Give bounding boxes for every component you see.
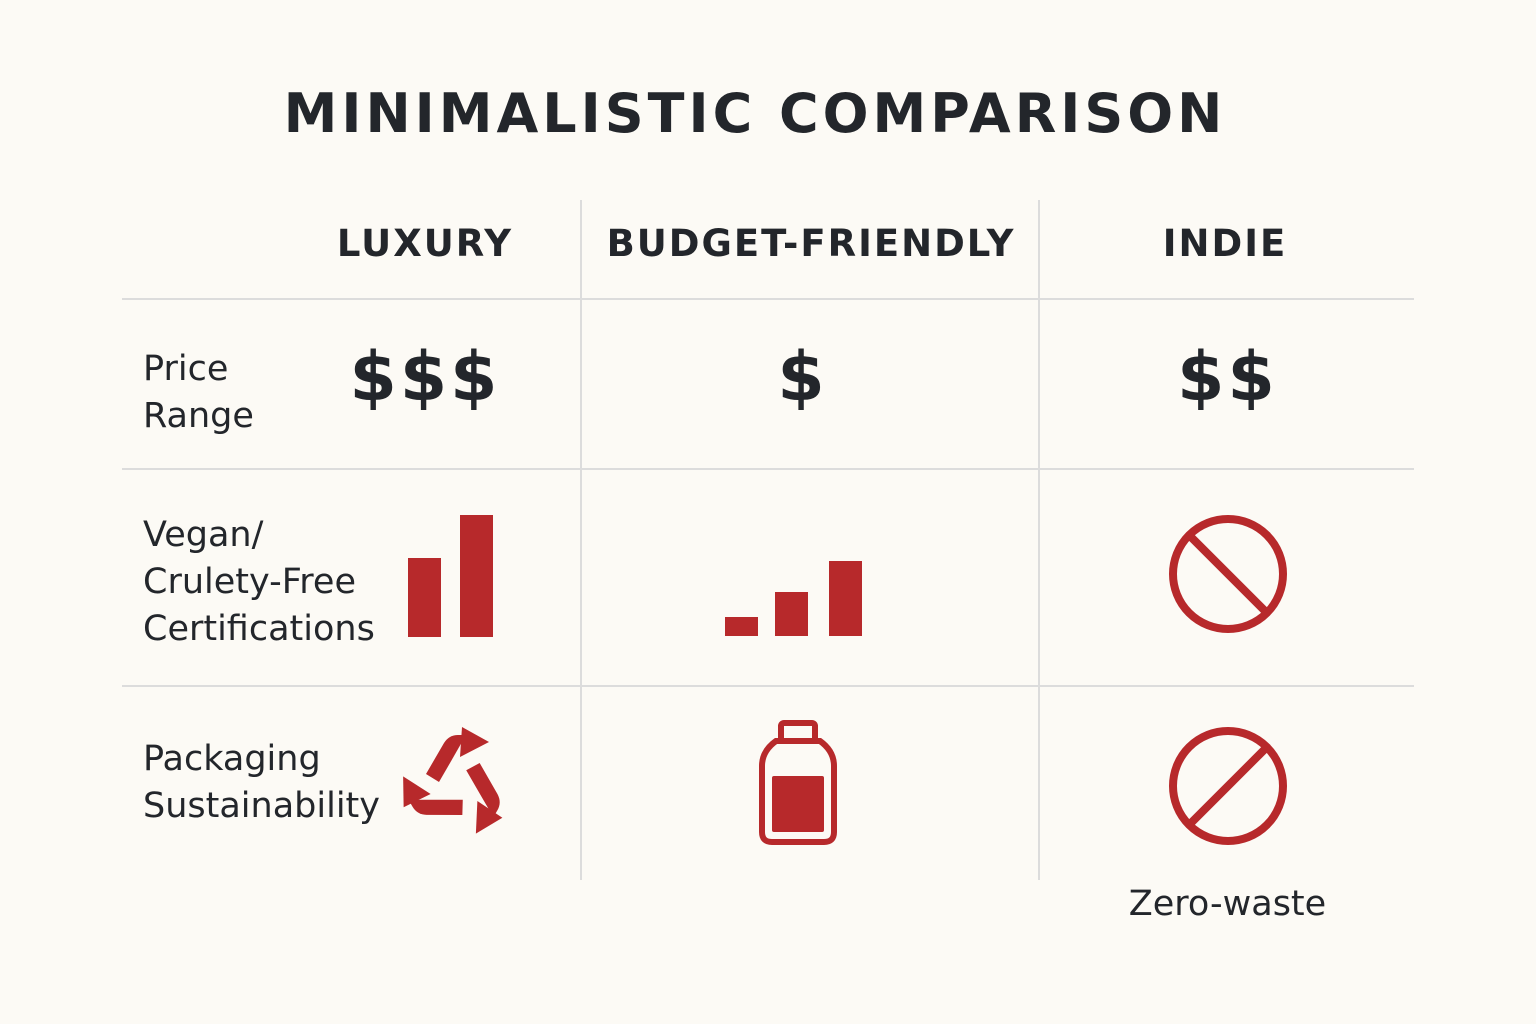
column-divider-2 <box>1038 200 1040 880</box>
row-label-price-range: Price Range <box>143 349 254 436</box>
column-header-budget-friendly: BUDGET-FRIENDLY <box>606 222 1016 265</box>
price-indie: $$ <box>1177 338 1278 417</box>
row-divider-2 <box>122 468 1414 470</box>
prohibited-icon <box>1169 727 1287 845</box>
column-header-luxury: LUXURY <box>336 222 514 265</box>
prohibited-icon <box>1169 515 1287 633</box>
row-divider-1 <box>122 298 1414 300</box>
row-divider-3 <box>122 685 1414 687</box>
bar-low <box>725 617 758 636</box>
recycle-icon <box>403 727 503 834</box>
bar-chart-icon <box>408 515 493 637</box>
bar-high <box>829 561 862 636</box>
bar-chart-icon <box>725 561 862 636</box>
column-divider-1 <box>580 200 582 880</box>
bottle-icon <box>759 720 837 845</box>
bar-mid <box>775 592 808 636</box>
page-title: MINIMALISTIC COMPARISON <box>283 82 1227 145</box>
row-label-certifications: Vegan/ Crulety-Free Certifications <box>143 515 375 649</box>
bar-short <box>408 558 441 637</box>
row-label-packaging: Packaging Sustainability <box>143 739 380 826</box>
price-luxury: $$$ <box>349 338 501 417</box>
column-header-indie: INDIE <box>1162 222 1288 265</box>
bar-tall <box>460 515 493 637</box>
price-budget-friendly: $ <box>777 338 828 417</box>
zero-waste-label: Zero-waste <box>1128 884 1327 924</box>
